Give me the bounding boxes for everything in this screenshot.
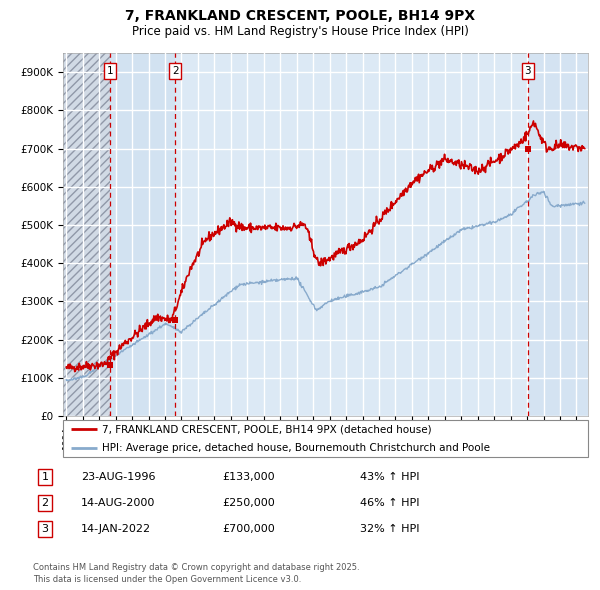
Text: 1: 1 bbox=[41, 472, 49, 481]
Text: 1: 1 bbox=[106, 66, 113, 76]
Bar bbox=[110, 53, 175, 416]
Text: HPI: Average price, detached house, Bournemouth Christchurch and Poole: HPI: Average price, detached house, Bour… bbox=[103, 443, 490, 453]
Text: 14-AUG-2000: 14-AUG-2000 bbox=[81, 498, 155, 507]
Text: Contains HM Land Registry data © Crown copyright and database right 2025.
This d: Contains HM Land Registry data © Crown c… bbox=[33, 563, 359, 584]
Text: £133,000: £133,000 bbox=[222, 472, 275, 481]
Bar bbox=[63, 53, 110, 416]
Text: 2: 2 bbox=[41, 498, 49, 507]
Text: 23-AUG-1996: 23-AUG-1996 bbox=[81, 472, 155, 481]
Text: 3: 3 bbox=[524, 66, 531, 76]
Text: 14-JAN-2022: 14-JAN-2022 bbox=[81, 524, 151, 533]
Text: 46% ↑ HPI: 46% ↑ HPI bbox=[360, 498, 419, 507]
Text: 32% ↑ HPI: 32% ↑ HPI bbox=[360, 524, 419, 533]
Bar bbox=[528, 53, 588, 416]
Bar bbox=[63, 53, 110, 416]
Text: Price paid vs. HM Land Registry's House Price Index (HPI): Price paid vs. HM Land Registry's House … bbox=[131, 25, 469, 38]
FancyBboxPatch shape bbox=[63, 420, 588, 457]
Text: £700,000: £700,000 bbox=[222, 524, 275, 533]
Text: 43% ↑ HPI: 43% ↑ HPI bbox=[360, 472, 419, 481]
Text: 7, FRANKLAND CRESCENT, POOLE, BH14 9PX: 7, FRANKLAND CRESCENT, POOLE, BH14 9PX bbox=[125, 9, 475, 23]
Text: £250,000: £250,000 bbox=[222, 498, 275, 507]
Text: 3: 3 bbox=[41, 524, 49, 533]
Text: 2: 2 bbox=[172, 66, 179, 76]
Text: 7, FRANKLAND CRESCENT, POOLE, BH14 9PX (detached house): 7, FRANKLAND CRESCENT, POOLE, BH14 9PX (… bbox=[103, 424, 432, 434]
